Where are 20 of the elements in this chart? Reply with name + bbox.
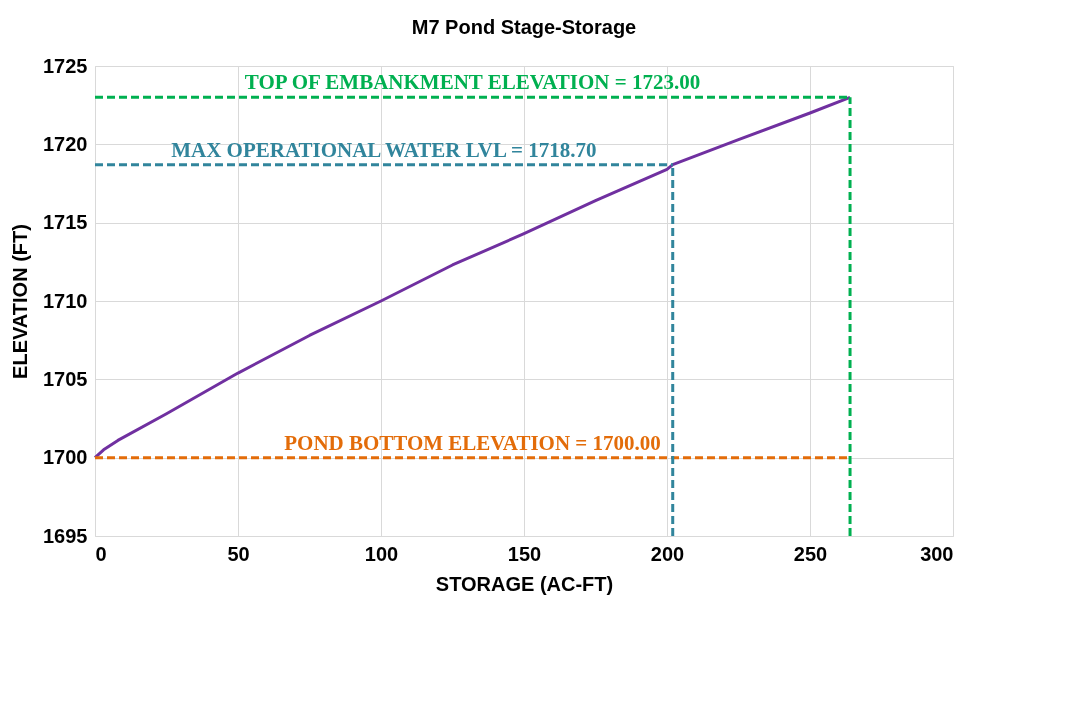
y-axis-title: ELEVATION (FT) (9, 224, 32, 379)
x-tick-label: 50 (227, 542, 250, 565)
y-tick-label: 1720 (43, 132, 88, 155)
y-tick-label: 1705 (43, 367, 88, 390)
x-tick-label: 300 (920, 542, 954, 565)
chart-title: M7 Pond Stage-Storage (411, 16, 637, 38)
y-tick-label: 1700 (43, 446, 88, 469)
ref-line-label: TOP OF EMBANKMENT ELEVATION = 1723.00 (244, 70, 701, 95)
x-tick-label: 200 (650, 542, 685, 565)
ref-line-label: POND BOTTOM ELEVATION = 1700.00 (284, 430, 661, 455)
x-tick-label: 0 (95, 542, 107, 565)
y-tick-label: 1715 (43, 211, 88, 234)
y-tick-label: 1710 (43, 289, 88, 312)
x-tick-label: 250 (793, 542, 828, 565)
x-axis-title: STORAGE (AC-FT) (435, 572, 614, 595)
y-tick-label: 1725 (43, 54, 88, 77)
x-tick-label: 100 (364, 542, 399, 565)
y-tick-label: 1695 (43, 524, 88, 547)
x-tick-label: 150 (507, 542, 542, 565)
ref-line-label: MAX OPERATIONAL WATER LVL = 1718.70 (171, 137, 597, 162)
